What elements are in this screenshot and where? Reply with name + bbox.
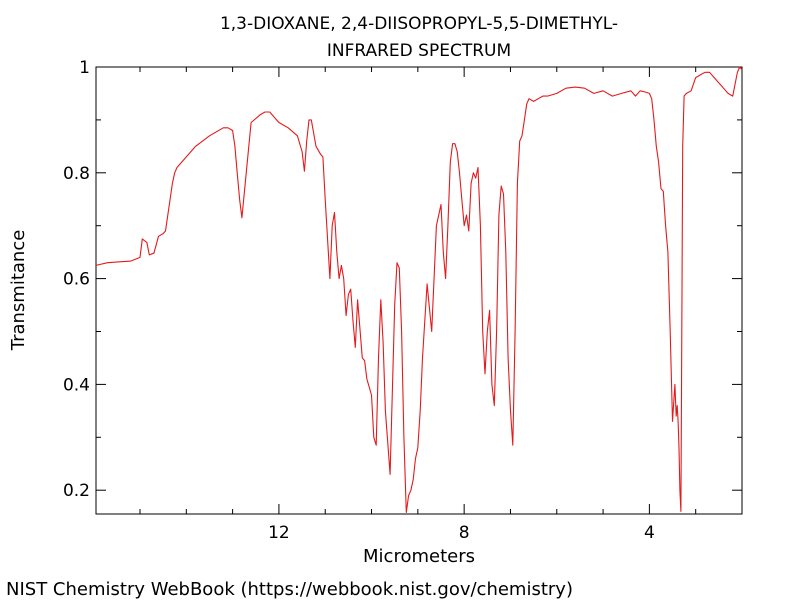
y-axis: 0.2 0.4 0.6 0.8 1: [63, 58, 742, 501]
y-tick-label: 0.6: [63, 270, 90, 290]
x-axis: 12 8 4: [139, 67, 697, 543]
y-tick-label: 1: [79, 58, 90, 78]
x-tick-label: 8: [459, 523, 470, 543]
chart-subtitle: INFRARED SPECTRUM: [327, 41, 511, 61]
plot-area: 12 8 4 0.2 0.4 0.6 0.8 1: [63, 58, 743, 543]
chart-title: 1,3-DIOXANE, 2,4-DIISOPROPYL-5,5-DIMETHY…: [220, 14, 618, 34]
plot-frame: [95, 66, 743, 515]
x-tick-label: 12: [268, 523, 290, 543]
footer-credit: NIST Chemistry WebBook (https://webbook.…: [6, 579, 573, 600]
y-tick-label: 0.2: [63, 481, 90, 501]
y-axis-label: Transmitance: [8, 230, 29, 352]
y-tick-label: 0.4: [63, 375, 90, 395]
x-tick-label: 4: [644, 523, 655, 543]
series-line: [95, 66, 743, 513]
x-axis-label: Micrometers: [363, 546, 475, 567]
y-tick-label: 0.8: [63, 164, 90, 184]
